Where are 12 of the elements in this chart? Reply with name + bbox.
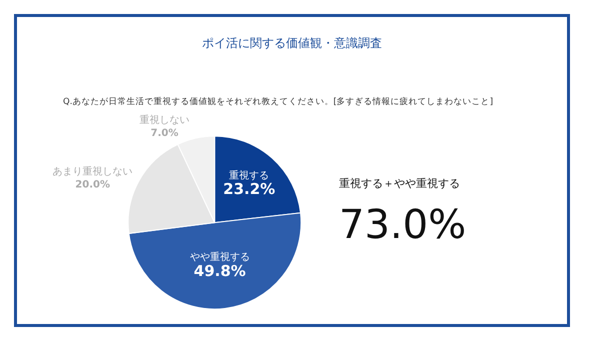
data-label: 20.0% [75, 180, 110, 191]
chart-subtitle: Q.あなたが日常生活で重視する価値観をそれぞれ教えてください。[多すぎる情報に疲れてしまわないこと] [63, 96, 494, 107]
data-label: 7.0% [150, 128, 178, 139]
text: 重視する＋やや重視する [339, 177, 460, 190]
chart-title: ポイ活に関する価値観・意識調査 [202, 36, 382, 50]
data-label: 23.2% [223, 180, 276, 198]
slice-label: あまり重視しない [52, 166, 133, 178]
data-label: 49.8% [194, 262, 246, 280]
slice-label: 重視する [229, 170, 270, 182]
slice-label: やや重視する [190, 251, 250, 264]
text: 73.0% [339, 202, 466, 248]
slice-label: 重視しない [140, 114, 190, 126]
